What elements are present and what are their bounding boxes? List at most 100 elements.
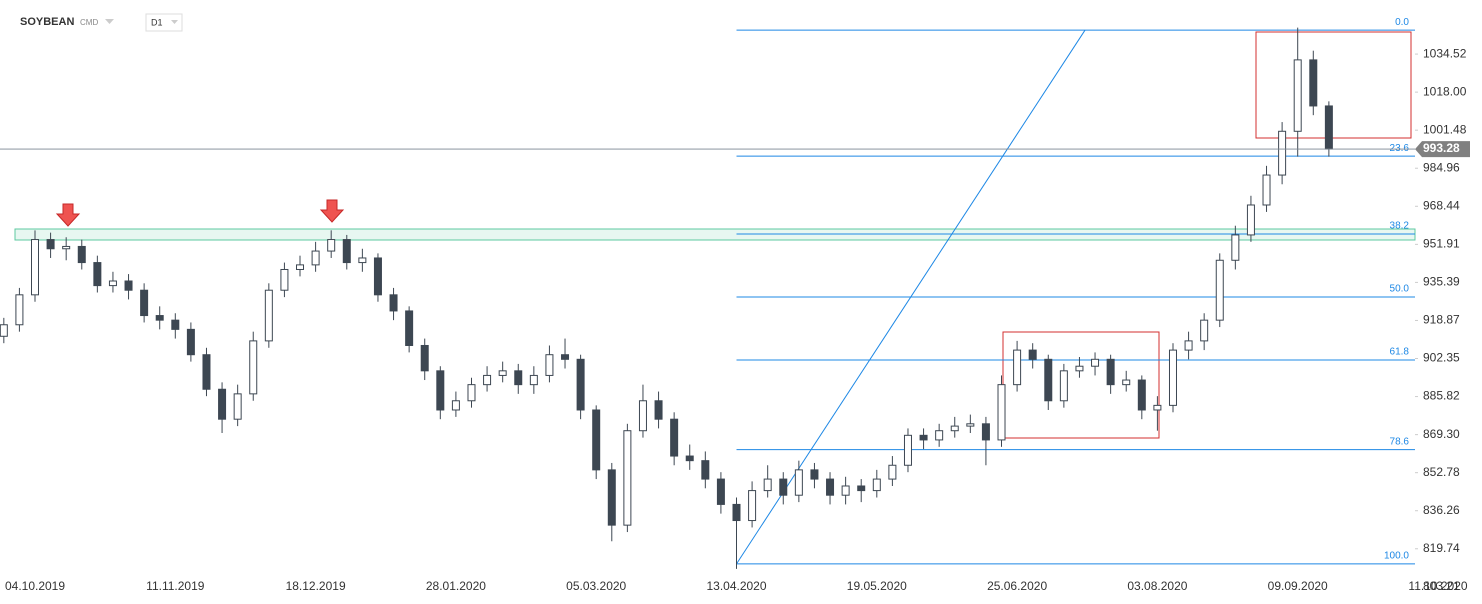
candle-body bbox=[218, 388, 227, 420]
candle-body bbox=[405, 310, 414, 346]
candle-body bbox=[763, 478, 772, 492]
y-tick-label: 885.82 bbox=[1423, 389, 1460, 403]
y-tick-label: 1018.00 bbox=[1423, 84, 1467, 98]
candle-body bbox=[1293, 59, 1302, 132]
candle-body bbox=[436, 370, 445, 411]
x-tick-label: 09.09.2020 bbox=[1268, 579, 1328, 593]
candle-body bbox=[389, 294, 398, 312]
candle-body bbox=[311, 250, 320, 266]
highlight-box bbox=[1002, 331, 1160, 439]
symbol-dropdown[interactable] bbox=[105, 19, 114, 24]
timeframe[interactable]: D1 bbox=[151, 17, 163, 27]
fib-label: 78.6 bbox=[1390, 436, 1410, 447]
trend-line bbox=[736, 29, 1086, 565]
candle-body bbox=[545, 354, 554, 376]
candle-body bbox=[779, 478, 788, 496]
candle-body bbox=[155, 315, 164, 321]
candle-body bbox=[1231, 234, 1240, 261]
candle-body bbox=[1215, 259, 1224, 321]
candle-body bbox=[202, 354, 211, 390]
x-tick-label: 03.08.2020 bbox=[1127, 579, 1187, 593]
candle-body bbox=[670, 418, 679, 457]
candle-body bbox=[1324, 105, 1333, 150]
candle-body bbox=[498, 370, 507, 376]
candle-body bbox=[997, 384, 1006, 441]
candle-body bbox=[1013, 349, 1022, 386]
candle-body bbox=[841, 485, 850, 496]
y-tick-label: 984.96 bbox=[1423, 160, 1460, 174]
candle-body bbox=[716, 478, 725, 505]
candle-body bbox=[794, 469, 803, 496]
timeframe-dropdown[interactable] bbox=[171, 20, 178, 24]
candle-body bbox=[467, 384, 476, 402]
candle-body bbox=[732, 503, 741, 522]
price-tag bbox=[1415, 141, 1470, 158]
arrow-marker bbox=[55, 203, 81, 227]
candle-body bbox=[108, 280, 117, 287]
y-tick-label: 836.26 bbox=[1423, 503, 1460, 517]
candle-body bbox=[592, 409, 601, 471]
candle-body bbox=[685, 455, 694, 462]
candle-body bbox=[1309, 59, 1318, 107]
fib-label: 61.8 bbox=[1390, 347, 1410, 358]
candle-body bbox=[140, 289, 149, 317]
candle-body bbox=[654, 400, 663, 420]
candle-body bbox=[15, 294, 24, 326]
candle-body bbox=[93, 262, 102, 287]
x-tick-label: 28.01.2020 bbox=[426, 579, 486, 593]
y-tick-label: 852.78 bbox=[1423, 465, 1460, 479]
candle-body bbox=[171, 319, 180, 330]
candle-body bbox=[327, 239, 336, 252]
candle-body bbox=[514, 370, 523, 386]
candle-body bbox=[1262, 174, 1271, 206]
candle-body bbox=[872, 478, 881, 492]
x-tick-label: 19.05.2020 bbox=[847, 579, 907, 593]
y-tick-label: 951.91 bbox=[1423, 237, 1460, 251]
y-tick-label: 1034.52 bbox=[1423, 46, 1467, 60]
candle-body bbox=[748, 490, 757, 522]
candle-body bbox=[935, 430, 944, 441]
candle-body bbox=[77, 245, 86, 264]
y-tick-label: 803.21 bbox=[1423, 579, 1460, 593]
x-tick-label: 13.04.2020 bbox=[706, 579, 766, 593]
candle-body bbox=[607, 469, 616, 526]
candle-body bbox=[966, 423, 975, 427]
candle-body bbox=[1137, 379, 1146, 411]
candle-body bbox=[296, 264, 305, 270]
highlight-box bbox=[1255, 31, 1412, 139]
candle-body bbox=[888, 464, 897, 480]
candle-body bbox=[561, 354, 570, 360]
fib-label: 23.6 bbox=[1390, 143, 1410, 154]
candle-body bbox=[451, 400, 460, 411]
candle-body bbox=[1059, 370, 1068, 402]
candle-body bbox=[373, 257, 382, 296]
candle-body bbox=[0, 324, 8, 337]
y-tick-label: 869.30 bbox=[1423, 427, 1460, 441]
x-tick-label: 11.10.2020 bbox=[1408, 579, 1467, 593]
candle-body bbox=[903, 434, 912, 466]
candle-body bbox=[1200, 319, 1209, 342]
candle-body bbox=[280, 268, 289, 291]
y-tick-label: 968.44 bbox=[1423, 198, 1460, 212]
candle-body bbox=[1246, 204, 1255, 236]
candle-body bbox=[810, 469, 819, 480]
candle-body bbox=[31, 239, 39, 296]
symbol: SOYBEAN bbox=[20, 16, 74, 28]
fib-label: 38.2 bbox=[1390, 221, 1410, 232]
candle-body bbox=[186, 328, 195, 356]
candle-body bbox=[638, 400, 647, 432]
candle-body bbox=[950, 425, 959, 432]
y-tick-label: 902.35 bbox=[1423, 351, 1460, 365]
candle-body bbox=[1044, 358, 1053, 402]
candle-body bbox=[1091, 358, 1100, 367]
y-tick-label: 918.87 bbox=[1423, 313, 1460, 327]
fib-label: 100.0 bbox=[1384, 550, 1409, 561]
y-tick-label: 819.74 bbox=[1423, 541, 1460, 555]
candle-body bbox=[62, 245, 71, 250]
candle-body bbox=[1153, 404, 1162, 411]
y-tick-label: 1001.48 bbox=[1423, 122, 1467, 136]
candle-body bbox=[264, 289, 273, 342]
timeframe-box[interactable] bbox=[145, 13, 183, 32]
fib-label: 0.0 bbox=[1395, 17, 1409, 28]
candle-body bbox=[420, 344, 429, 372]
